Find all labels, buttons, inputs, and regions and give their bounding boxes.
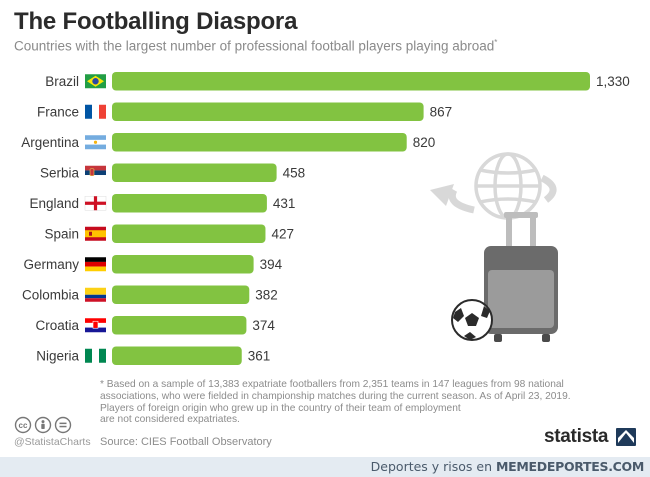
footnote-line: are not considered expatriates. [100,414,240,426]
value-label: 394 [260,257,283,272]
bar-row: Spain 427 [44,224,294,243]
bar-row: France 867 [37,102,453,121]
globe-icon [430,152,557,220]
bar-row: Germany 394 [23,255,283,274]
bar [112,255,254,274]
bar-row: Brazil 1,330 [45,72,630,91]
footnote-line: Players of foreign origin who grew up in… [100,402,461,414]
bar-row: Nigeria 361 [36,346,271,365]
category-label: France [37,105,79,120]
category-label: Germany [23,257,79,272]
attribution-icon [34,416,52,434]
argentina-flag-icon [85,135,106,150]
category-label: Croatia [35,318,79,333]
france-flag-icon [85,104,106,119]
value-label: 458 [283,166,306,181]
spain-flag-icon [85,226,106,241]
chart-subtitle: Countries with the largest number of pro… [14,38,497,54]
england-flag-icon [84,196,107,211]
category-label: Spain [44,227,79,242]
footnote: * Based on a sample of 13,383 expatriate… [100,379,640,426]
subtitle-footnote-mark: * [494,38,498,47]
category-label: England [29,196,79,211]
value-label: 374 [252,318,275,333]
statista-logo-icon [616,428,636,446]
bar [112,224,266,243]
football-icon [451,299,493,341]
value-label: 361 [248,349,271,364]
statista-charts-handle[interactable]: @StatistaCharts [14,436,91,448]
bar [112,163,277,182]
category-label: Colombia [22,288,80,303]
value-label: 820 [413,135,436,150]
category-label: Argentina [21,135,79,150]
bar [112,72,590,91]
nigeria-flag-icon [85,348,106,363]
category-label: Serbia [40,166,80,181]
colombia-flag-icon [85,287,106,302]
bar-chart: Brazil 1,330 France 867 Argentina 820 Serbia 45… [21,72,630,365]
bar [112,316,247,335]
value-label: 382 [255,288,278,303]
watermark-prefix: Deportes y risos en [370,459,493,474]
value-label: 867 [430,105,453,120]
watermark-bar: Deportes y risos en MEMEDEPORTES.COM [0,457,650,477]
serbia-flag-icon [85,165,106,180]
bar-row: Serbia 458 [40,163,306,182]
bar-row: Croatia 374 [35,316,275,335]
bar [112,133,407,152]
chart-title: The Footballing Diaspora [14,8,298,35]
suitcase-icon [484,212,558,342]
croatia-flag-icon [85,318,106,333]
bar [112,102,424,121]
source-note: Source: CIES Football Observatory [100,436,272,448]
creative-commons-icons: cc [14,416,72,434]
cc-icon: cc [14,416,32,434]
footnote-line: associations, who were fielded in champi… [100,390,571,402]
value-label: 431 [273,196,296,211]
value-label: 427 [271,227,294,242]
germany-flag-icon [85,257,106,272]
watermark: Deportes y risos en MEMEDEPORTES.COM [370,459,645,474]
category-label: Brazil [45,74,79,89]
bar-row: Argentina 820 [21,133,435,152]
travel-illustration [430,152,558,342]
footnote-line: * Based on a sample of 13,383 expatriate… [100,379,564,390]
bar-row: England 431 [29,194,295,213]
bar [112,346,242,365]
svg-text:cc: cc [19,421,28,430]
bar-row: Colombia 382 [22,285,278,304]
bar [112,285,250,304]
brazil-flag-icon [85,74,106,89]
watermark-brand: MEMEDEPORTES.COM [496,459,644,474]
statista-logo-text[interactable]: statista [544,426,609,447]
category-label: Nigeria [36,349,79,364]
no-derivatives-icon [54,416,72,434]
subtitle-text: Countries with the largest number of pro… [14,38,495,54]
value-label: 1,330 [596,74,630,89]
bar [112,194,267,213]
